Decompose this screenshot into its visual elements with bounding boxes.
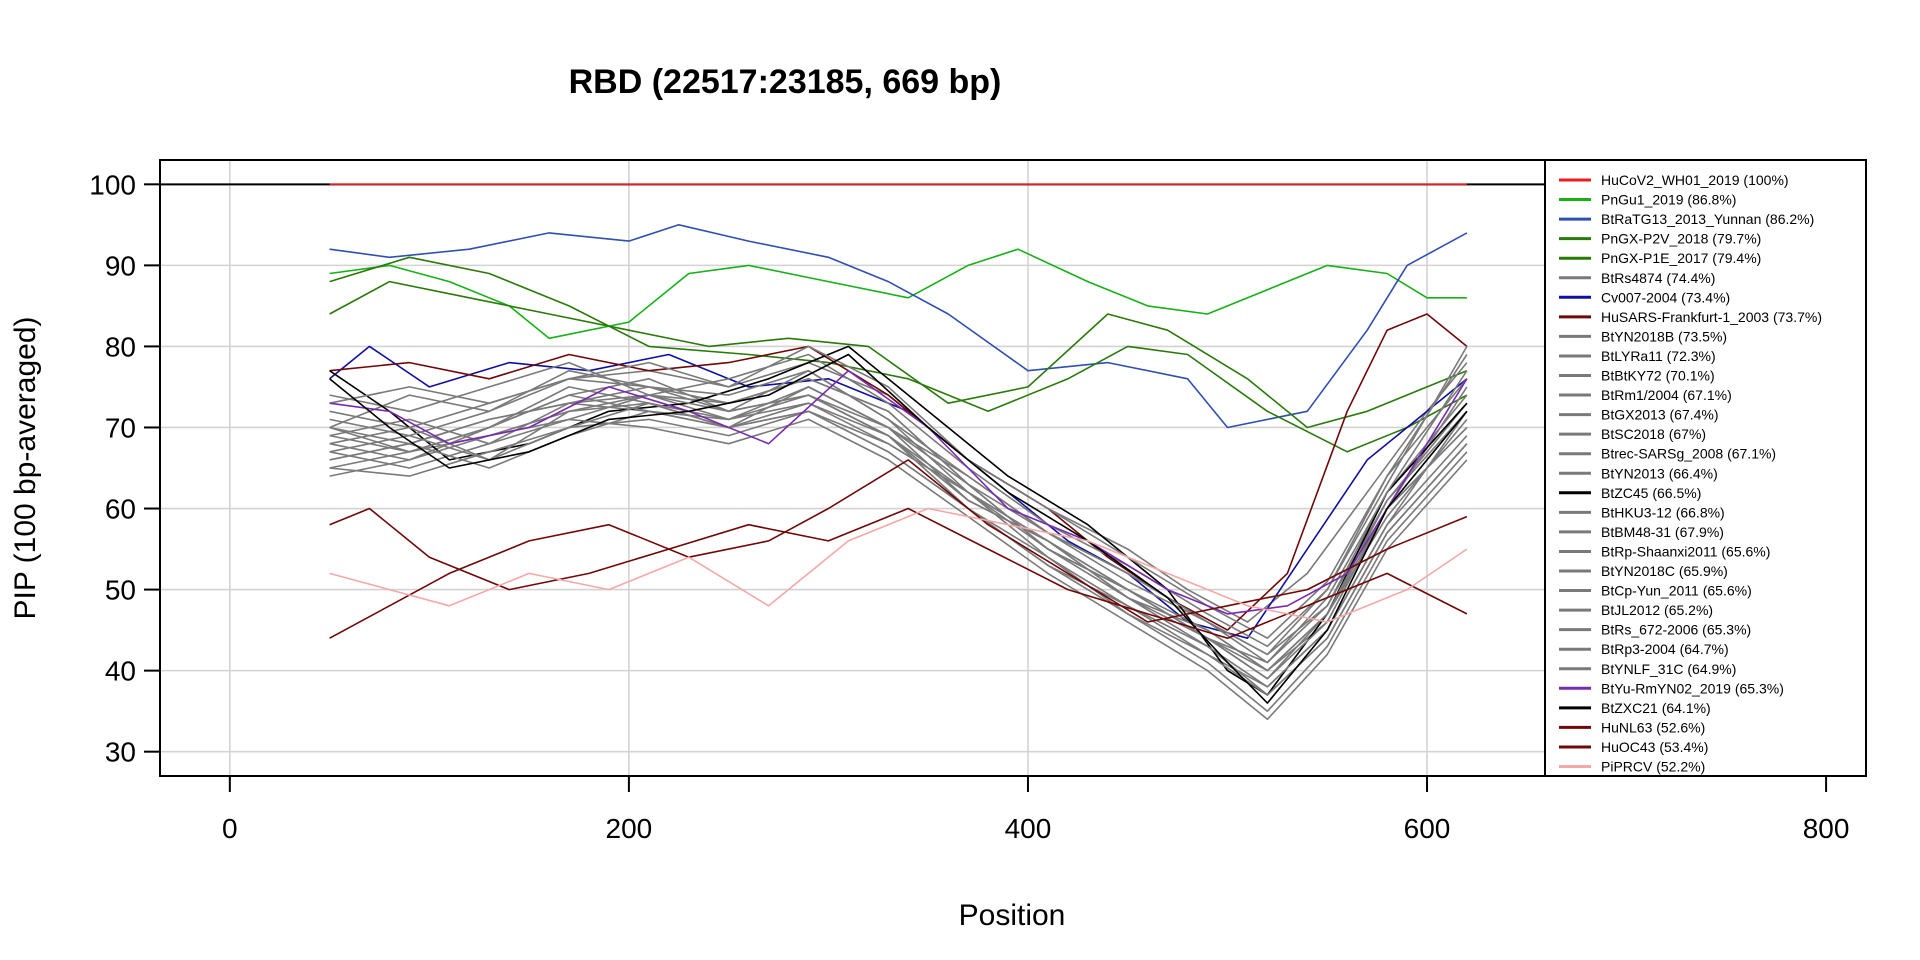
legend-label-29: HuOC43 (53.4%) (1601, 739, 1708, 755)
series-line-28 (329, 459, 1468, 639)
y-tick-label-30: 30 (105, 737, 136, 768)
x-tick-label-400: 400 (1005, 813, 1052, 844)
series-line-30 (329, 507, 1468, 623)
legend-label-12: BtGX2013 (67.4%) (1601, 407, 1719, 423)
legend-label-20: BtYN2018C (65.9%) (1601, 563, 1728, 579)
x-axis-label: Position (959, 899, 1066, 932)
y-tick-label-100: 100 (89, 169, 136, 200)
series-line-4 (329, 256, 1468, 453)
series-line-18 (329, 345, 1468, 640)
legend-label-22: BtJL2012 (65.2%) (1601, 602, 1713, 618)
y-tick-label-80: 80 (105, 331, 136, 362)
series-line-5 (329, 361, 1468, 623)
legend-label-28: HuNL63 (52.6%) (1601, 719, 1705, 735)
y-tick-label-50: 50 (105, 575, 136, 606)
legend-label-16: BtZC45 (66.5%) (1601, 485, 1701, 501)
legend-label-17: BtHKU3-12 (66.8%) (1601, 504, 1725, 520)
legend: HuCoV2_WH01_2019 (100%) PnGu1_2019 (86.8%… (1544, 159, 1867, 777)
legend-label-30: PiPRCV (52.2%) (1601, 759, 1705, 775)
legend-label-0: HuCoV2_WH01_2019 (100%) (1601, 172, 1789, 188)
legend-box (1544, 159, 1867, 777)
legend-label-10: BtBtKY72 (70.1%) (1601, 368, 1715, 384)
legend-label-6: Cv007-2004 (73.4%) (1601, 289, 1730, 305)
legend-label-15: BtYN2013 (66.4%) (1601, 465, 1718, 481)
y-tick-label-70: 70 (105, 412, 136, 443)
legend-label-21: BtCp-Yun_2011 (65.6%) (1601, 583, 1752, 599)
x-axis: 0 200 400 600 800 (222, 775, 1850, 844)
x-tick-label-0: 0 (222, 813, 238, 844)
y-tick-label-40: 40 (105, 656, 136, 687)
series-line-29 (329, 507, 1468, 640)
x-tick-label-800: 800 (1803, 813, 1850, 844)
legend-label-5: BtRs4874 (74.4%) (1601, 270, 1715, 286)
y-tick-label-90: 90 (105, 250, 136, 281)
x-tick-label-600: 600 (1404, 813, 1451, 844)
series-line-13 (329, 345, 1468, 648)
legend-label-25: BtYNLF_31C (64.9%) (1601, 661, 1736, 677)
legend-label-11: BtRm1/2004 (67.1%) (1601, 387, 1732, 403)
series-line-27 (329, 353, 1468, 704)
legend-label-18: BtBM48-31 (67.9%) (1601, 524, 1724, 540)
y-axis: 30 40 50 60 70 80 90 100 (89, 169, 160, 768)
series-line-25 (329, 394, 1468, 672)
legend-label-2: BtRaTG13_2013_Yunnan (86.2%) (1601, 211, 1814, 227)
legend-label-27: BtZXC21 (64.1%) (1601, 700, 1711, 716)
series-line-6 (329, 345, 1468, 640)
legend-label-1: PnGu1_2019 (86.8%) (1601, 192, 1736, 208)
legend-label-26: BtYu-RmYN02_2019 (65.3%) (1601, 680, 1784, 696)
legend-label-19: BtRp-Shaanxi2011 (65.6%) (1601, 543, 1770, 559)
legend-label-24: BtRp3-2004 (64.7%) (1601, 641, 1729, 657)
series-line-3 (329, 280, 1468, 429)
series-line-2 (329, 224, 1468, 429)
legend-label-23: BtRs_672-2006 (65.3%) (1601, 622, 1751, 638)
legend-label-7: HuSARS-Frankfurt-1_2003 (73.7%) (1601, 309, 1822, 325)
x-tick-label-200: 200 (606, 813, 653, 844)
legend-label-3: PnGX-P2V_2018 (79.7%) (1601, 231, 1761, 247)
legend-label-8: BtYN2018B (73.5%) (1601, 328, 1727, 344)
y-axis-label: PIP (100 bp-averaged) (9, 317, 42, 620)
legend-label-13: BtSC2018 (67%) (1601, 426, 1706, 442)
legend-label-9: BtLYRa11 (72.3%) (1601, 348, 1716, 364)
series-line-1 (329, 248, 1467, 340)
legend-label-14: Btrec-SARSg_2008 (67.1%) (1601, 446, 1776, 462)
y-tick-label-60: 60 (105, 494, 136, 525)
chart-title: RBD (22517:23185, 669 bp) (569, 63, 1002, 101)
series-lines (329, 183, 1468, 721)
legend-label-4: PnGX-P1E_2017 (79.4%) (1601, 250, 1761, 266)
